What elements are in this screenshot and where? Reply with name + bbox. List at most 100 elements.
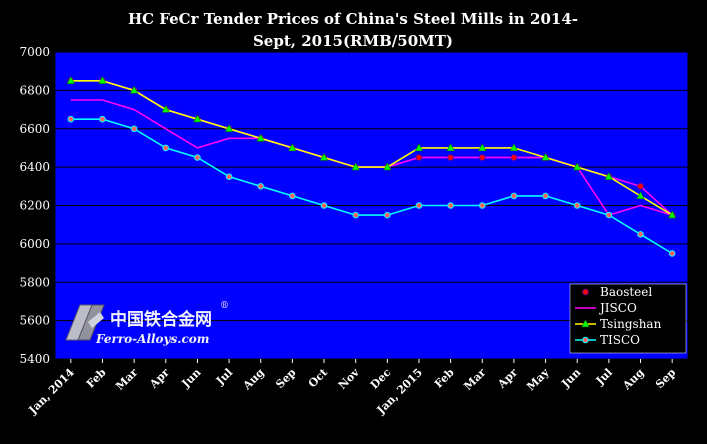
data-point xyxy=(478,202,486,209)
data-point xyxy=(257,183,265,190)
x-tick-label: Jan, 2014 xyxy=(26,366,78,418)
chart-title-line-2: Sept, 2015(RMB/50MT) xyxy=(253,32,453,50)
legend-label: Baosteel xyxy=(600,285,652,299)
data-point xyxy=(415,202,423,209)
data-point xyxy=(605,211,613,219)
x-tick-label: Dec xyxy=(368,366,394,392)
legend-marker xyxy=(582,288,589,296)
watermark-registered-mark: ® xyxy=(220,301,229,311)
data-point xyxy=(130,125,138,133)
data-point xyxy=(384,211,391,219)
legend-item-tisco: TISCO xyxy=(575,333,640,347)
series-line xyxy=(70,80,673,216)
data-point xyxy=(288,143,297,152)
x-tick-label: Aug xyxy=(620,366,647,393)
data-point xyxy=(573,162,582,171)
x-tick-label: Mar xyxy=(461,366,488,393)
data-point xyxy=(637,183,644,190)
data-point xyxy=(289,192,296,200)
data-point xyxy=(510,154,518,161)
data-point xyxy=(668,250,676,257)
series-line xyxy=(70,118,673,255)
y-tick-label: 5600 xyxy=(19,314,50,328)
legend: Baosteel JISCO Tsingshan TISCO xyxy=(569,283,687,354)
data-point xyxy=(161,104,170,113)
x-tick-label: May xyxy=(524,366,552,394)
y-tick-label: 7000 xyxy=(19,45,50,59)
y-tick-label: 6600 xyxy=(19,122,50,136)
data-point xyxy=(446,143,455,152)
x-tick-label: Aug xyxy=(240,366,267,393)
data-point xyxy=(351,162,360,171)
data-point xyxy=(542,192,549,200)
y-tick-label: 5400 xyxy=(19,352,50,366)
data-point xyxy=(415,154,423,161)
data-point xyxy=(224,124,234,132)
data-point xyxy=(319,152,329,161)
data-point xyxy=(447,154,454,161)
legend-label: Tsingshan xyxy=(600,317,662,331)
y-tick-label: 6000 xyxy=(19,237,50,251)
legend-box xyxy=(569,283,687,354)
data-point xyxy=(225,173,233,181)
data-point xyxy=(98,76,107,84)
legend-item-tsingshan: Tsingshan xyxy=(575,317,662,331)
data-point xyxy=(256,133,265,142)
x-tick-label: Feb xyxy=(432,366,457,391)
x-tick-label: Sep xyxy=(273,366,298,391)
data-point xyxy=(130,85,139,94)
data-point xyxy=(194,154,201,161)
x-tick-label: Jul xyxy=(593,366,615,388)
x-axis-ticks: Jan, 2014 Feb Mar Apr Jun Jul Aug Sep Oct Nov DecJ… xyxy=(26,359,679,417)
x-tick-label: Jun xyxy=(558,366,583,391)
y-axis-ticks: 5400 5600 5800 6000 6200 6400 6600 6800 7000 xyxy=(19,45,50,366)
data-point xyxy=(478,154,486,161)
data-point xyxy=(510,192,518,200)
x-tick-label: Nov xyxy=(336,366,362,392)
data-point xyxy=(352,211,359,219)
data-point xyxy=(636,191,645,200)
x-tick-label: Apr xyxy=(146,366,172,392)
data-point xyxy=(66,76,75,84)
legend-item-jisco: JISCO xyxy=(575,301,637,315)
data-point xyxy=(573,202,581,209)
data-point xyxy=(478,143,487,152)
data-point xyxy=(668,210,677,219)
data-point xyxy=(541,152,550,161)
legend-label: JISCO xyxy=(598,301,637,315)
legend-item-baosteel: Baosteel xyxy=(582,285,652,299)
watermark-chinese-text: 中国铁合金网 xyxy=(110,309,212,330)
data-point xyxy=(67,115,75,123)
data-point xyxy=(383,162,392,171)
y-tick-label: 5800 xyxy=(19,275,50,289)
watermark-logo-icon xyxy=(65,304,105,341)
x-tick-label: Apr xyxy=(495,366,521,392)
x-tick-label: Mar xyxy=(113,366,140,393)
data-point xyxy=(604,172,613,180)
data-point xyxy=(99,115,106,123)
y-tick-label: 6400 xyxy=(19,160,50,174)
watermark: 中国铁合金网 ® Ferro-Alloys.com xyxy=(65,301,229,346)
data-point xyxy=(162,144,170,152)
data-point xyxy=(193,114,202,123)
series-tsingshan xyxy=(66,76,677,219)
x-tick-label: Jun xyxy=(179,366,204,391)
x-tick-label: Sep xyxy=(653,366,678,391)
x-tick-label: Jul xyxy=(213,366,235,388)
y-tick-label: 6200 xyxy=(19,199,50,213)
data-point xyxy=(320,202,328,209)
data-point xyxy=(447,202,454,209)
legend-label: TISCO xyxy=(600,333,640,347)
series-group xyxy=(66,76,677,257)
watermark-english-text: Ferro-Alloys.com xyxy=(95,332,209,346)
chart-title-line-1: HC FeCr Tender Prices of China's Steel M… xyxy=(128,10,578,28)
x-tick-label: Oct xyxy=(306,365,331,390)
legend-marker xyxy=(581,319,590,328)
data-point xyxy=(509,143,519,152)
series-tisco xyxy=(67,115,676,257)
x-tick-label: Feb xyxy=(84,366,109,391)
legend-marker xyxy=(582,336,589,344)
data-point xyxy=(637,230,644,238)
data-point xyxy=(414,143,424,152)
